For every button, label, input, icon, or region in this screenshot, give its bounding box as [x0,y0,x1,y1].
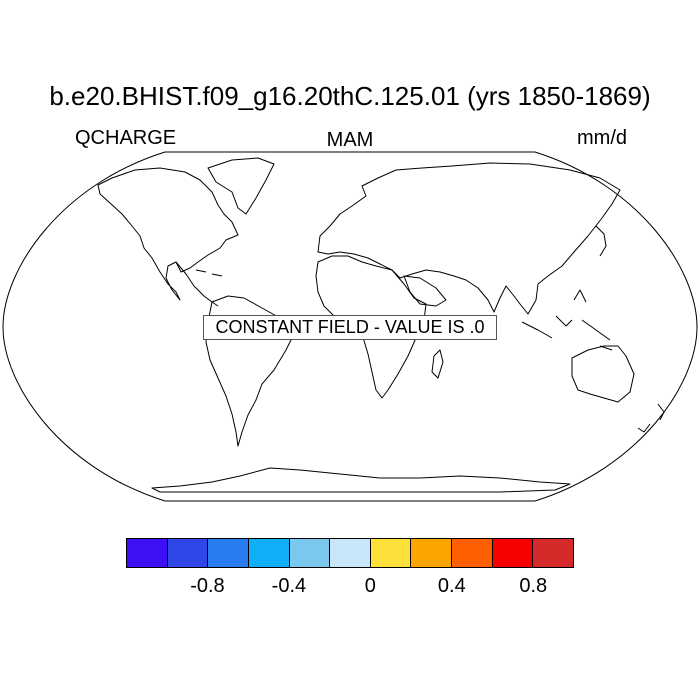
australia-outline [571,345,635,403]
constant-field-message: CONSTANT FIELD - VALUE IS .0 [203,315,497,340]
southeast-asia-islands-outline [521,289,613,351]
colorbar-box [289,539,331,567]
south-america-outline [205,295,297,447]
season-label: MAM [326,129,374,151]
north-america-outline [97,167,239,301]
new-zealand-outline [637,403,665,433]
colorbar-box [533,539,574,567]
japan-outline [595,225,607,257]
colorbar-tick-label: 0.8 [519,575,548,597]
colorbar-tick-label: -0.8 [190,575,225,597]
variable-label: QCHARGE [75,127,177,149]
caribbean-outline [195,269,223,277]
colorbar-tick-label: 0.4 [437,575,466,597]
colorbar-box [492,539,534,567]
greenland-outline [207,157,275,215]
map-boundary [2,151,698,502]
plot-title: b.e20.BHIST.f09_g16.20thC.125.01 (yrs 18… [49,81,651,111]
colorbar-box [248,539,290,567]
colorbar-tick-label: 0 [364,575,376,597]
colorbar-box [127,539,168,567]
colorbar-box [208,539,249,567]
arabia-outline [403,275,447,307]
colorbar-box [330,539,371,567]
central-america-outline [175,261,219,307]
colorbar-box [167,539,209,567]
colorbar [126,538,574,568]
colorbar-box [411,539,453,567]
eurasia-outline [317,162,621,315]
colorbar-box [452,539,493,567]
colorbar-tick-label: -0.4 [271,575,307,597]
madagascar-outline [431,349,444,379]
units-label: mm/d [577,127,627,149]
colorbar-box [370,539,412,567]
antarctica-outline [151,467,571,493]
